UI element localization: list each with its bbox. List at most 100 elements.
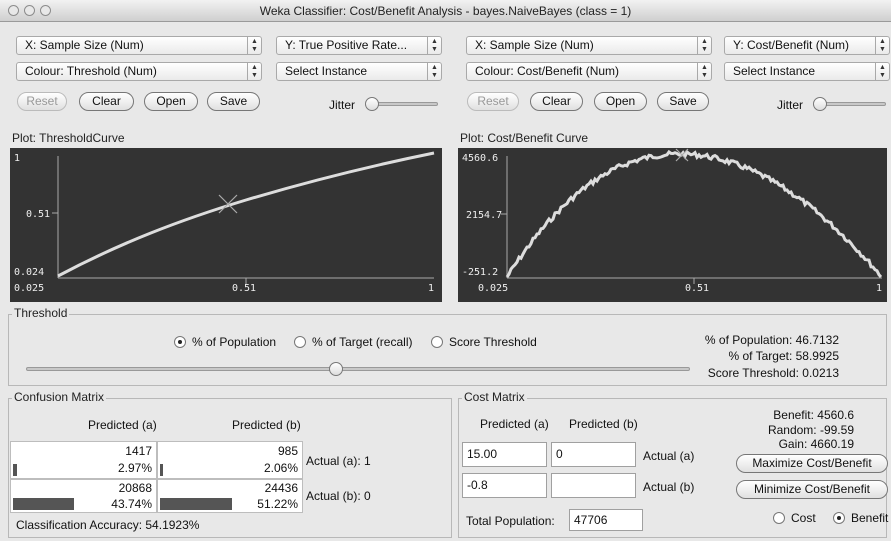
cell-percent: 43.74% [111, 497, 152, 511]
classification-accuracy: Classification Accuracy: 54.1923% [16, 518, 200, 532]
cost-row-a-label: Actual (a) [643, 449, 695, 463]
left-jitter-knob[interactable] [365, 97, 379, 111]
threshold-curve-line [57, 151, 435, 278]
left-plot-title: Plot: ThresholdCurve [10, 131, 127, 145]
cost-matrix-title: Cost Matrix [462, 390, 527, 404]
y-tick-label-bottom: -251.2 [462, 267, 498, 278]
radio-target[interactable] [294, 336, 306, 348]
cell-proportion-bar [160, 464, 163, 476]
benefit-value: Benefit: 4560.6 [773, 408, 854, 422]
cell-percent: 2.97% [117, 461, 152, 475]
target-stat: % of Target: 58.9925 [728, 349, 839, 363]
selected-point-cross-icon [218, 194, 238, 214]
confusion-cell-bb: 24436 51.22% [157, 479, 303, 513]
cost-benefit-curve-plot[interactable]: 4560.6 2154.7 -251.2 0.025 0.51 1 [458, 148, 887, 302]
confusion-cell-ba: 20868 43.74% [10, 479, 157, 513]
left-save-button[interactable]: Save [207, 92, 260, 111]
left-select-instance[interactable]: Select Instance ▲ ▼ [276, 62, 442, 81]
gain-value: Gain: 4660.19 [778, 437, 854, 451]
confusion-col-b-header: Predicted (b) [232, 418, 301, 432]
confusion-cell-ab: 985 2.06% [157, 441, 303, 479]
threshold-curve-plot[interactable]: 1 0.51 0.024 0.025 0.51 1 [10, 148, 442, 302]
chevron-updown-icon: ▲ ▼ [697, 63, 711, 80]
right-jitter-knob[interactable] [813, 97, 827, 111]
cost-col-a-header: Predicted (a) [480, 417, 549, 431]
cell-count: 985 [277, 444, 298, 458]
cell-count: 24436 [264, 481, 298, 495]
cost-ba-input[interactable]: -0.8 [462, 473, 547, 498]
zoom-window-icon[interactable] [40, 5, 51, 16]
threshold-slider[interactable] [26, 367, 690, 371]
left-reset-button[interactable]: Reset [17, 92, 67, 111]
threshold-curve-svg: 1 0.51 0.024 0.025 0.51 1 [14, 151, 435, 294]
confusion-row-b-label: Actual (b): 0 [306, 489, 371, 503]
population-stat: % of Population: 46.7132 [704, 333, 839, 347]
cost-benefit-curve-svg: 4560.6 2154.7 -251.2 0.025 0.51 1 [462, 148, 883, 294]
radio-cost-label: Cost [791, 511, 816, 525]
cost-ab-input[interactable]: 0 [551, 442, 636, 467]
threshold-slider-knob[interactable] [329, 362, 343, 376]
radio-target-label: % of Target (recall) [312, 335, 413, 349]
y-tick-label-top: 1 [14, 153, 20, 164]
total-population-input[interactable]: 47706 [569, 509, 643, 531]
chevron-updown-icon: ▲ ▼ [427, 63, 441, 80]
left-x-axis-select[interactable]: X: Sample Size (Num) ▲ ▼ [16, 36, 262, 55]
total-population-label: Total Population: [466, 514, 555, 528]
radio-score-threshold[interactable] [431, 336, 443, 348]
chevron-updown-icon: ▲ ▼ [427, 37, 441, 54]
cell-percent: 51.22% [257, 497, 298, 511]
right-select-instance[interactable]: Select Instance ▲ ▼ [724, 62, 890, 81]
cost-row-b-label: Actual (b) [643, 480, 695, 494]
chevron-updown-icon: ▲ ▼ [697, 37, 711, 54]
minimize-window-icon[interactable] [24, 5, 35, 16]
right-jitter-label: Jitter [777, 98, 804, 112]
right-save-button[interactable]: Save [657, 92, 709, 111]
x-tick-label-left: 0.025 [478, 283, 508, 294]
cell-proportion-bar [160, 498, 232, 510]
cell-count: 20868 [118, 481, 152, 495]
right-reset-button[interactable]: Reset [467, 92, 519, 111]
cost-bb-input[interactable] [551, 473, 636, 498]
radio-population[interactable] [174, 336, 186, 348]
right-x-axis-select[interactable]: X: Sample Size (Num) ▲ ▼ [466, 36, 712, 55]
radio-score-threshold-label: Score Threshold [449, 335, 537, 349]
chevron-updown-icon: ▲ ▼ [875, 63, 889, 80]
close-window-icon[interactable] [8, 5, 19, 16]
left-y-axis-select[interactable]: Y: True Positive Rate... ▲ ▼ [276, 36, 442, 55]
chevron-updown-icon: ▲ ▼ [875, 37, 889, 54]
confusion-col-a-header: Predicted (a) [88, 418, 157, 432]
maximize-cost-benefit-button[interactable]: Maximize Cost/Benefit [736, 454, 888, 473]
radio-cost[interactable] [773, 512, 785, 524]
cost-col-b-header: Predicted (b) [569, 417, 638, 431]
y-tick-label-mid: 0.51 [26, 209, 50, 220]
score-threshold-stat: Score Threshold: 0.0213 [707, 366, 839, 380]
cell-proportion-bar [13, 464, 17, 476]
confusion-matrix-panel [8, 398, 452, 538]
cell-percent: 2.06% [263, 461, 298, 475]
cell-count: 1417 [125, 444, 152, 458]
cost-aa-input[interactable]: 15.00 [462, 442, 547, 467]
cost-benefit-curve-line [505, 149, 883, 279]
threshold-panel [8, 314, 887, 386]
left-clear-button[interactable]: Clear [79, 92, 134, 111]
x-tick-label-right: 1 [428, 283, 434, 294]
right-plot-title: Plot: Cost/Benefit Curve [458, 131, 591, 145]
y-tick-label-bottom: 0.024 [14, 267, 44, 278]
minimize-cost-benefit-button[interactable]: Minimize Cost/Benefit [736, 480, 888, 499]
cell-proportion-bar [13, 498, 74, 510]
left-colour-select[interactable]: Colour: Threshold (Num) ▲ ▼ [16, 62, 262, 81]
right-colour-select[interactable]: Colour: Cost/Benefit (Num) ▲ ▼ [466, 62, 712, 81]
left-open-button[interactable]: Open [144, 92, 198, 111]
window-titlebar: Weka Classifier: Cost/Benefit Analysis -… [0, 0, 891, 22]
confusion-matrix-title: Confusion Matrix [12, 390, 107, 404]
threshold-title: Threshold [12, 306, 70, 320]
y-tick-label-top: 4560.6 [462, 153, 498, 164]
right-open-button[interactable]: Open [594, 92, 647, 111]
chevron-updown-icon: ▲ ▼ [247, 37, 261, 54]
y-tick-label-mid: 2154.7 [466, 210, 502, 221]
right-clear-button[interactable]: Clear [530, 92, 583, 111]
right-y-axis-select[interactable]: Y: Cost/Benefit (Num) ▲ ▼ [724, 36, 890, 55]
x-tick-label-right: 1 [876, 283, 882, 294]
radio-benefit[interactable] [833, 512, 845, 524]
radio-population-label: % of Population [192, 335, 277, 349]
